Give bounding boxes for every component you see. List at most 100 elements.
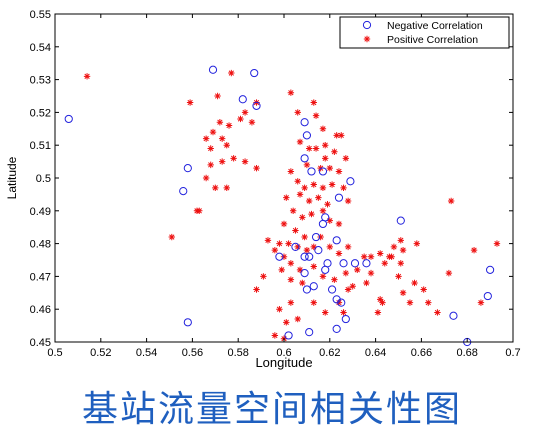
negative-correlation-point	[321, 265, 330, 274]
negative-correlation-point	[300, 154, 309, 163]
negative-correlation-point	[183, 164, 192, 173]
positive-correlation-point	[397, 260, 404, 267]
negative-correlation-point	[339, 259, 348, 268]
y-axis-label: Latitude	[5, 156, 19, 199]
y-tick-label: 0.48	[30, 239, 51, 251]
positive-correlation-point	[241, 109, 249, 116]
positive-correlation-point	[303, 246, 311, 254]
positive-correlation-point	[280, 253, 288, 260]
x-tick-label: 0.62	[319, 347, 340, 359]
positive-correlation-point	[186, 99, 194, 106]
positive-correlation-point	[214, 92, 221, 100]
negative-correlation-point	[208, 65, 218, 74]
x-tick-label: 0.68	[456, 347, 477, 359]
y-tick-label: 0.53	[30, 75, 51, 87]
positive-correlation-point	[83, 73, 91, 80]
positive-correlation-point	[420, 286, 427, 293]
positive-correlation-point	[342, 155, 350, 162]
y-tick-label: 0.52	[30, 107, 51, 119]
positive-correlation-point	[225, 122, 233, 129]
positive-correlation-point	[319, 273, 327, 280]
positive-correlation-point	[326, 164, 333, 172]
positive-correlation-point	[390, 243, 398, 251]
positive-correlation-point	[301, 233, 308, 241]
positive-correlation-point	[322, 309, 329, 316]
positive-correlation-point	[319, 184, 327, 192]
negative-correlation-point	[179, 187, 188, 196]
positive-correlation-point	[470, 246, 478, 254]
negative-correlation-point	[346, 177, 355, 186]
y-tick-label: 0.54	[30, 42, 51, 54]
positive-correlation-point	[260, 273, 267, 280]
negative-correlation-point	[318, 167, 328, 176]
positive-correlation-point	[230, 155, 237, 162]
negative-correlation-point	[486, 265, 495, 274]
positive-correlation-point	[305, 145, 313, 152]
x-tick-label: 0.54	[136, 347, 157, 359]
positive-correlation-point	[287, 299, 295, 306]
positive-correlation-point	[248, 119, 256, 126]
positive-correlation-point	[207, 145, 214, 152]
negative-correlation-point	[350, 259, 360, 268]
positive-correlation-point	[360, 253, 368, 260]
negative-correlation-point	[332, 236, 341, 245]
positive-correlation-point	[271, 332, 279, 339]
positive-correlation-point	[196, 207, 203, 214]
positive-correlation-point	[202, 135, 210, 142]
positive-correlation-point	[292, 227, 299, 234]
positive-correlation-point	[301, 184, 308, 192]
positive-correlation-point	[399, 289, 407, 296]
positive-correlation-point	[342, 269, 350, 277]
positive-correlation-point	[296, 266, 304, 274]
positive-correlation-point	[294, 178, 301, 185]
x-axis-label: Longitude	[255, 355, 312, 370]
negative-correlation-point	[250, 68, 259, 78]
positive-correlation-point	[363, 279, 370, 287]
positive-correlation-point	[367, 253, 375, 260]
positive-correlation-point	[218, 135, 226, 142]
positive-correlation-point	[294, 243, 301, 251]
positive-correlation-point	[322, 142, 329, 149]
positive-correlation-point	[310, 99, 317, 106]
positive-correlation-point	[237, 115, 244, 123]
positive-correlation-point	[349, 283, 356, 290]
positive-correlation-point	[253, 164, 260, 172]
positive-correlation-point	[319, 207, 327, 214]
positive-correlation-point	[326, 243, 333, 251]
negative-correlation-point	[305, 252, 314, 261]
legend-asterisk-marker	[363, 35, 371, 43]
scatter-chart: 0.5 0.52 0.54 0.56 0.58 0.6 0.62 0.64 0.66 0.68 0.…	[5, 9, 521, 370]
negative-correlation-point	[314, 246, 323, 255]
plot-markers	[64, 65, 501, 347]
positive-correlation-point	[289, 207, 297, 214]
positive-correlation-point	[310, 263, 317, 270]
positive-correlation-point	[328, 181, 336, 188]
negative-correlation-point	[334, 193, 344, 202]
x-tick-label: 0.66	[411, 347, 432, 359]
positive-correlation-point	[223, 142, 230, 149]
positive-correlation-point	[324, 201, 331, 208]
positive-correlation-point	[344, 197, 352, 205]
positive-correlation-point	[218, 158, 226, 165]
legend-label-negative: Negative Correlation	[387, 20, 483, 32]
positive-correlation-point	[374, 309, 382, 316]
y-tick-label: 0.45	[30, 337, 51, 349]
positive-correlation-point	[209, 128, 217, 136]
positive-correlation-point	[340, 184, 347, 192]
positive-correlation-point	[344, 286, 352, 293]
positive-correlation-point	[305, 197, 313, 205]
negative-correlation-point	[291, 242, 300, 251]
positive-correlation-point	[425, 299, 432, 306]
positive-correlation-point	[202, 174, 210, 182]
y-tick-label: 0.49	[30, 206, 51, 218]
positive-correlation-point	[283, 194, 290, 201]
negative-correlation-point	[183, 318, 192, 327]
figure-caption: 基站流量空间相关性图	[81, 389, 462, 430]
positive-correlation-point	[493, 240, 501, 247]
negative-correlation-point	[64, 114, 73, 124]
negative-correlation-point	[483, 291, 492, 301]
x-tick-label: 0.58	[227, 347, 248, 359]
positive-correlation-point	[310, 299, 317, 306]
negative-correlation-point	[309, 282, 318, 291]
positive-correlation-point	[287, 260, 295, 267]
